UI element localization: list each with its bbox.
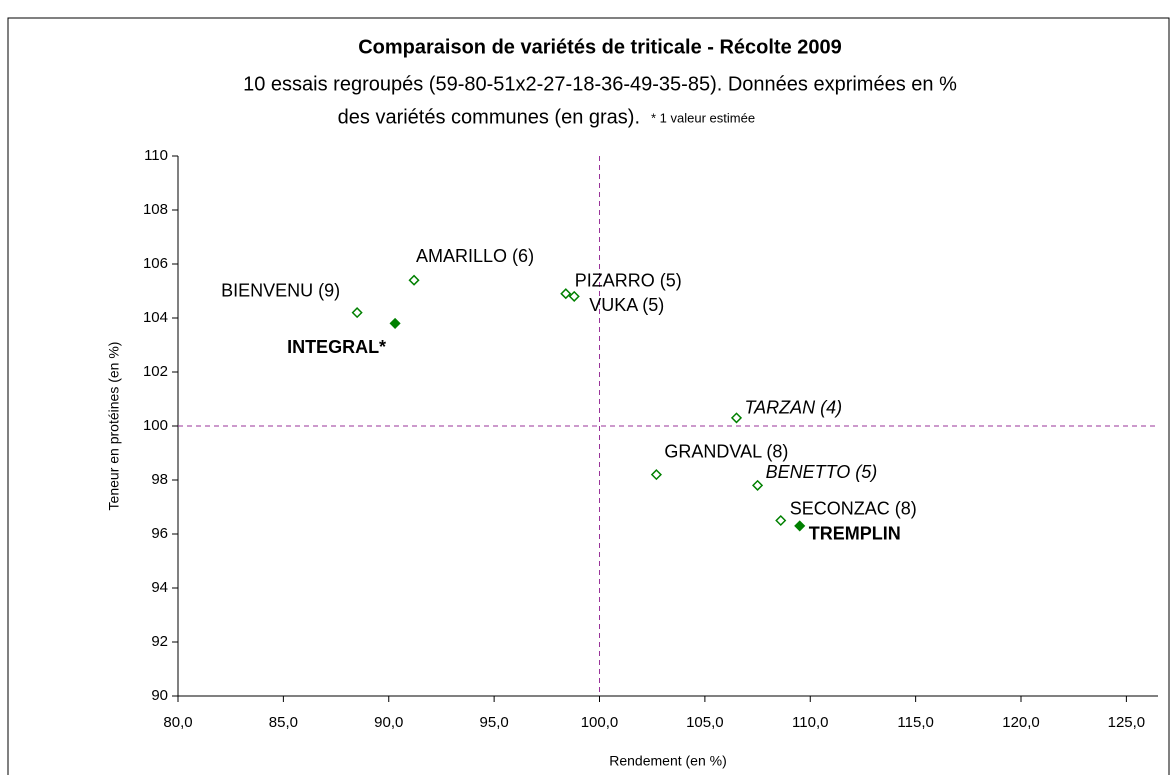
point-label: TARZAN (4) [744,398,842,418]
y-tick-label: 98 [151,471,168,488]
y-tick-label: 96 [151,525,168,542]
point-label: TREMPLIN [809,524,901,544]
point [752,479,764,491]
point-label: AMARILLO (6) [416,246,534,266]
chart-subtitle: 10 essais regroupés (59-80-51x2-27-18-36… [243,73,957,95]
point [351,307,363,319]
point [408,274,420,286]
point-label: GRANDVAL (8) [664,441,788,461]
y-tick-label: 92 [151,633,168,650]
x-tick-label: 125,0 [1108,714,1146,731]
point [775,514,787,527]
y-tick-label: 90 [151,687,168,704]
chart-border [7,17,1170,780]
point-label: BIENVENU (9) [221,280,340,300]
y-tick-label: 102 [143,363,168,380]
point-label: INTEGRAL* [287,337,386,357]
x-tick-label: 90,0 [374,714,403,731]
x-tick-label: 85,0 [269,714,298,731]
y-tick-label: 94 [151,579,168,596]
x-tick-label: 95,0 [480,714,509,731]
point-label: BENETTO (5) [766,462,878,482]
x-tick-label: 80,0 [163,714,192,731]
y-tick-label: 100 [143,417,168,434]
point [560,288,572,300]
chart-subtitle: des variétés communes (en gras). [338,106,640,128]
x-tick-label: 115,0 [897,714,933,731]
y-tick-label: 108 [143,201,168,218]
point [650,469,662,481]
point [389,317,401,329]
point [568,290,580,302]
chart-note: * 1 valeur estimée [651,110,755,125]
chart-title: Comparaison de variétés de triticale - R… [358,36,842,58]
x-tick-label: 110,0 [792,714,828,731]
point [730,412,743,424]
x-tick-label: 100,0 [581,714,619,731]
point-label: VUKA (5) [589,295,664,315]
y-axis-label: Teneur en protéines (en %) [106,342,122,511]
y-tick-label: 106 [143,255,168,272]
point [794,520,806,532]
x-tick-label: 105,0 [686,714,724,731]
point-label: PIZARRO (5) [575,270,682,290]
y-tick-label: 104 [143,309,168,326]
point-label: SECONZAC (8) [790,498,917,518]
x-axis-label: Rendement (en %) [609,753,727,769]
x-tick-label: 120,0 [1002,714,1040,731]
y-tick-label: 110 [144,147,168,164]
